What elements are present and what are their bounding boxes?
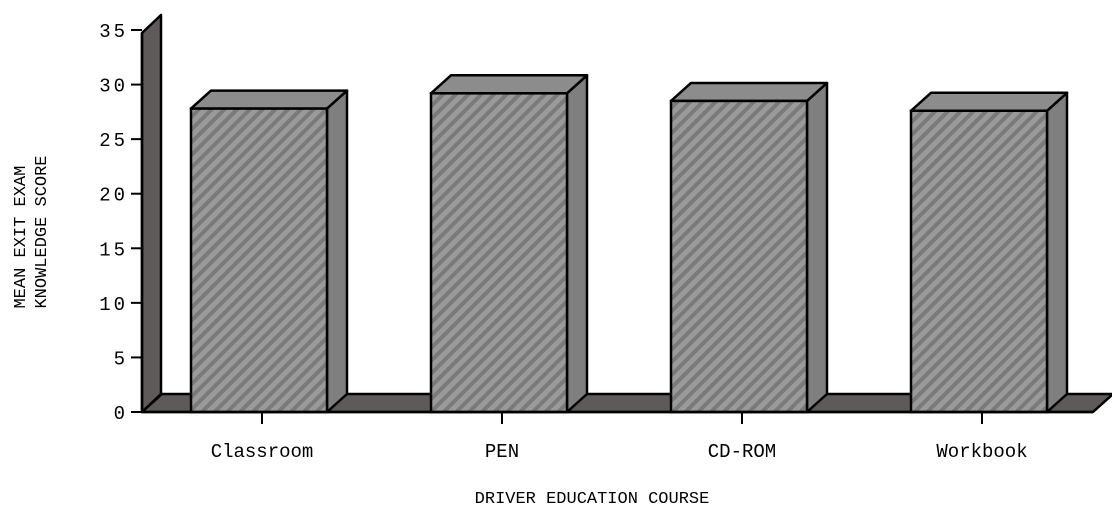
x-axis-title: DRIVER EDUCATION COURSE <box>475 490 710 509</box>
x-tick-label: Classroom <box>211 441 314 463</box>
y-tick-label: 30 <box>99 76 128 98</box>
x-tick-label: CD-ROM <box>708 441 776 463</box>
y-axis-title: MEAN EXIT EXAM KNOWLEDGE SCORE <box>12 155 52 308</box>
bar-top-face <box>909 91 1069 113</box>
bar-pen <box>429 74 589 414</box>
bar-front-face <box>189 107 329 414</box>
back-wall-plate <box>140 13 163 414</box>
y-tick-label: 25 <box>99 130 128 152</box>
y-tick-label: 0 <box>114 403 128 425</box>
bars-group <box>189 74 1069 414</box>
bar-top-face <box>189 89 349 110</box>
bar-classroom <box>189 89 349 414</box>
y-tick-label: 10 <box>99 294 128 316</box>
bar-top-face <box>669 81 829 103</box>
bar-front-face <box>909 109 1049 414</box>
bar-front-face <box>429 92 569 414</box>
bar-side-face <box>1045 91 1069 414</box>
y-axis-title-line-1: MEAN EXIT EXAM <box>12 166 31 309</box>
y-tick-label: 15 <box>99 239 128 261</box>
bar-workbook <box>909 91 1069 414</box>
y-axis: 0 5 10 15 20 25 30 35 <box>99 21 144 425</box>
y-axis-title-line-2: KNOWLEDGE SCORE <box>33 155 52 308</box>
bar-side-face <box>805 81 829 414</box>
x-tick-label: PEN <box>485 441 519 463</box>
x-tick-label: Workbook <box>936 441 1027 463</box>
bar-front-face <box>669 99 809 414</box>
bar-top-face <box>429 74 589 95</box>
chart-back-wall <box>140 13 163 414</box>
y-tick-label: 20 <box>99 185 128 207</box>
bar-side-face <box>325 89 349 414</box>
x-axis: Classroom PEN CD-ROM Workbook <box>142 410 1093 463</box>
y-tick-label: 5 <box>114 348 128 370</box>
bar-side-face <box>565 74 589 414</box>
bar-cd-rom <box>669 81 829 414</box>
y-tick-label: 35 <box>99 21 128 43</box>
